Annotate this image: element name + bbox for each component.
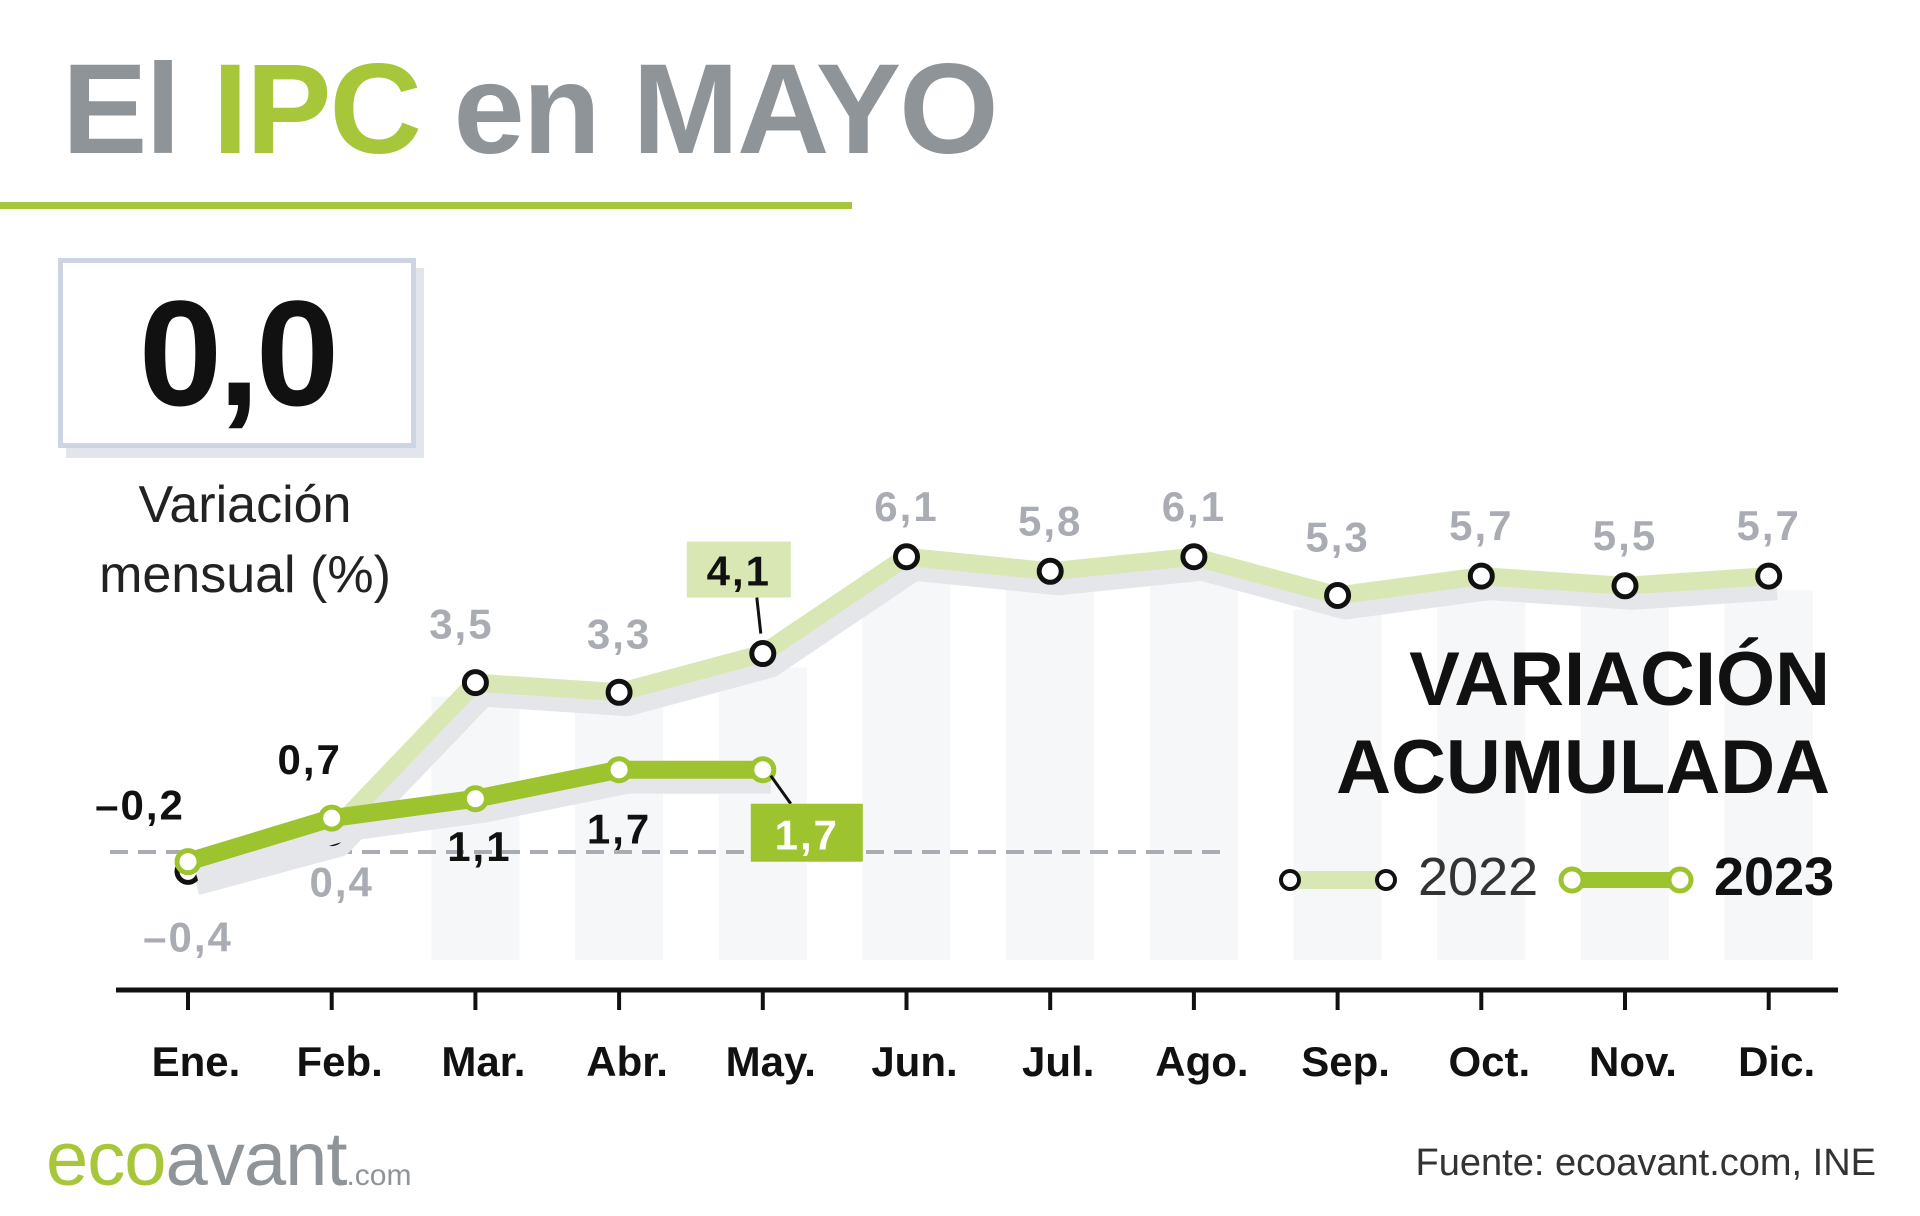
- series-2022-point-4: [605, 678, 633, 706]
- background-band-7: [1006, 585, 1095, 960]
- data-label-2023-leader: [769, 774, 793, 805]
- series-2023-point-1: [174, 848, 202, 876]
- background-band-9: [1293, 609, 1382, 960]
- ecoavant-logo: ecoavant.com: [46, 1120, 411, 1216]
- x-axis-labels: Ene. Feb. Mar. Abr. May. Jun. Jul. Ago. Sep. Oct.…: [152, 1038, 1816, 1085]
- data-label-2022-6: 6,1: [874, 483, 938, 530]
- data-label-2022-9: 5,3: [1305, 513, 1369, 560]
- x-tick-label-7: Jul.: [1022, 1038, 1094, 1085]
- data-label-2022-12: 5,7: [1737, 502, 1801, 549]
- x-tick-label-6: Jun.: [871, 1038, 957, 1085]
- series-2023-point-4: [605, 756, 633, 784]
- legend-2022-dot-left: [1279, 869, 1301, 891]
- legend-label-2022: 2022: [1418, 847, 1539, 907]
- data-label-2022-4: 3,3: [587, 610, 651, 657]
- title-rule: [0, 202, 852, 209]
- title-part2: en MAYO: [453, 38, 998, 181]
- monthly-variation-value: 0,0: [138, 268, 340, 437]
- series-2022-point-10: [1467, 562, 1495, 590]
- data-label-2023-4: 1,7: [587, 806, 651, 853]
- series-2022-point-7: [1036, 557, 1064, 585]
- legend-label-2023: 2023: [1714, 847, 1835, 907]
- series-2023: [174, 756, 777, 886]
- logo-avant: avant: [165, 1117, 348, 1202]
- cumulative-title-line2: ACUMULADA: [1336, 725, 1830, 810]
- series-2022-point-11: [1611, 572, 1639, 600]
- x-tick-label-9: Sep.: [1301, 1038, 1390, 1085]
- logo-eco: eco: [46, 1117, 167, 1202]
- data-label-2022-highlight-bg: [686, 541, 791, 598]
- x-tick-label-11: Nov.: [1589, 1038, 1677, 1085]
- data-label-2022-2: 0,4: [310, 859, 374, 906]
- x-tick-label-8: Ago.: [1155, 1038, 1248, 1085]
- data-label-2023-1: –0,2: [95, 782, 185, 829]
- legend-2023-dot-right: [1666, 866, 1694, 894]
- x-tick-label-4: Abr.: [586, 1038, 668, 1085]
- data-label-2022-leader: [755, 597, 763, 634]
- data-label-2022-8: 6,1: [1162, 483, 1226, 530]
- series-2022-point-5: [749, 640, 777, 668]
- monthly-variation-label: Variación mensual (%): [90, 470, 400, 610]
- cumulative-title-line1: VARIACIÓN: [1409, 637, 1830, 722]
- series-2023-point-2: [318, 804, 346, 832]
- monthly-label-line1: Variación: [138, 476, 352, 534]
- monthly-label-line2: mensual (%): [99, 546, 391, 604]
- background-band-10: [1437, 590, 1526, 960]
- x-tick-label-12: Dic.: [1738, 1038, 1815, 1085]
- data-label-2022-3: 3,5: [429, 601, 493, 648]
- series-2022-line: [179, 547, 1778, 881]
- logo-suffix: .com: [346, 1159, 412, 1192]
- data-label-2022-7: 5,8: [1018, 497, 1082, 544]
- background-band-12: [1724, 590, 1813, 960]
- data-label-2022-5: 4,1: [707, 548, 771, 595]
- data-label-2023-3: 1,1: [447, 823, 511, 870]
- data-label-2022-1: –0,4: [143, 913, 233, 960]
- x-tick-label-5: May.: [726, 1038, 816, 1085]
- series-2023-shadow: [192, 769, 771, 886]
- data-label-2023-2: 0,7: [278, 736, 342, 783]
- data-label-2022-11: 5,5: [1593, 512, 1657, 559]
- background-band-4: [575, 706, 664, 960]
- series-2022-point-9: [1324, 581, 1352, 609]
- legend: [1279, 866, 1694, 894]
- x-tick-label-2: Feb.: [297, 1038, 383, 1085]
- legend-2023-dot-left: [1558, 866, 1586, 894]
- data-label-2023-5: 1,7: [775, 812, 839, 859]
- data-label-2022-10: 5,7: [1449, 502, 1513, 549]
- source-note: Fuente: ecoavant.com, INE: [1415, 1142, 1876, 1184]
- series-2022-point-8: [1180, 543, 1208, 571]
- series-2022-point-3: [461, 669, 489, 697]
- background-band-8: [1149, 570, 1238, 960]
- series-2022: [174, 543, 1783, 895]
- title-accent: IPC: [212, 38, 422, 181]
- chart-title: El IPC en MAYO: [62, 38, 999, 181]
- x-tick-label-1: Ene.: [152, 1038, 241, 1085]
- data-labels-2022: –0,4 0,4 3,5 3,3 4,1 6,1 5,8 6,1 5,3 5,7 5,5 5,7: [143, 483, 1801, 961]
- data-label-2023-highlight-bg: [750, 803, 863, 862]
- x-tick-label-10: Oct.: [1448, 1038, 1530, 1085]
- background-band-6: [862, 570, 951, 960]
- series-2022-point-12: [1755, 562, 1783, 590]
- series-2023-point-3: [461, 785, 489, 813]
- title-part1: El: [62, 38, 181, 181]
- legend-2022-dot-right: [1375, 869, 1397, 891]
- series-2023-point-5: [749, 756, 777, 784]
- series-2022-shadow: [192, 556, 1778, 895]
- series-2022-point-6: [893, 543, 920, 571]
- x-tick-label-3: Mar.: [441, 1038, 525, 1085]
- data-labels-2023: –0,2 0,7 1,1 1,7 1,7: [95, 736, 863, 870]
- monthly-variation-box: 0,0: [58, 258, 416, 448]
- background-band-11: [1581, 599, 1669, 960]
- cumulative-title: VARIACIÓN ACUMULADA: [1336, 636, 1830, 812]
- x-axis-ticks: [186, 990, 1771, 1010]
